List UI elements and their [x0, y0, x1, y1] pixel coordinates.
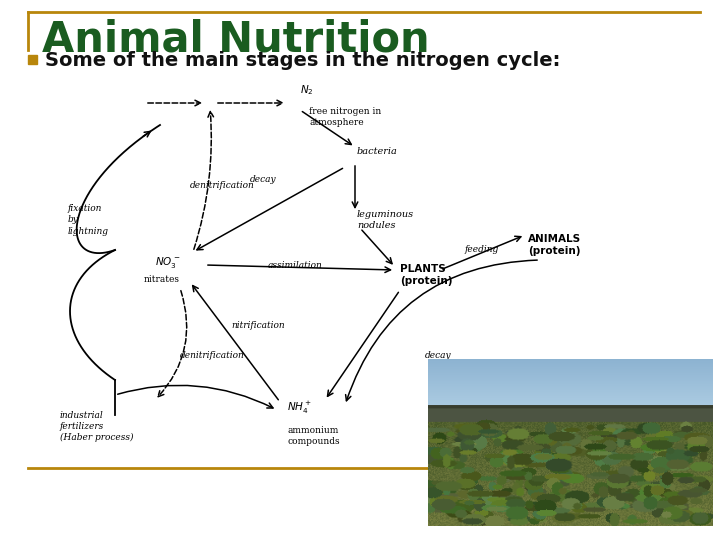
Text: Some of the main stages in the nitrogen cycle:: Some of the main stages in the nitrogen …: [45, 51, 560, 70]
Text: decay: decay: [250, 176, 276, 185]
Text: bacteria: bacteria: [357, 146, 398, 156]
Text: nitrification: nitrification: [231, 321, 285, 329]
Text: leguminous
nodules: leguminous nodules: [357, 210, 414, 230]
Text: Animal Nutrition: Animal Nutrition: [42, 18, 430, 60]
Text: ANIMALS
(protein): ANIMALS (protein): [528, 234, 581, 256]
Text: denitrification: denitrification: [190, 180, 255, 190]
Bar: [28, 55, 37, 64]
Text: $N_2$: $N_2$: [300, 83, 314, 97]
Text: $NO_3^-$: $NO_3^-$: [155, 254, 180, 269]
Text: nitrates: nitrates: [144, 275, 180, 284]
Text: free nitrogen in
atmosphere: free nitrogen in atmosphere: [309, 107, 382, 127]
Text: industrial
fertilizers
(Haber process): industrial fertilizers (Haber process): [60, 411, 133, 442]
Text: fixation
by
lightning: fixation by lightning: [68, 205, 109, 235]
Text: $NH_4^+$: $NH_4^+$: [287, 400, 312, 416]
Text: feeding: feeding: [465, 246, 499, 254]
Text: assimilation: assimilation: [268, 260, 323, 269]
Text: decay: decay: [425, 350, 451, 360]
Text: denitrification: denitrification: [180, 350, 245, 360]
Text: PLANTS
(protein): PLANTS (protein): [400, 264, 452, 286]
Text: ammonium
compounds: ammonium compounds: [287, 426, 340, 446]
